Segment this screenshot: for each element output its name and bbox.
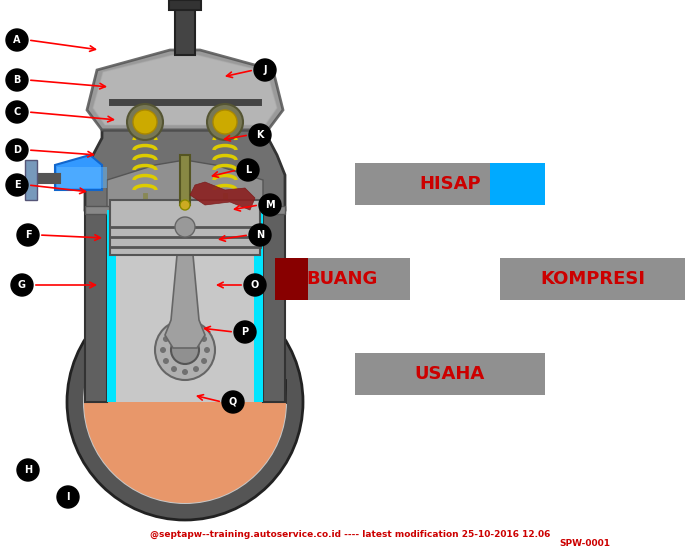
Polygon shape xyxy=(84,402,286,503)
Bar xyxy=(500,258,685,300)
Polygon shape xyxy=(87,50,283,130)
Polygon shape xyxy=(55,155,102,190)
Bar xyxy=(275,258,308,300)
Circle shape xyxy=(6,139,28,161)
Text: G: G xyxy=(18,280,26,290)
Circle shape xyxy=(193,328,199,334)
Text: USAHA: USAHA xyxy=(415,365,485,383)
Circle shape xyxy=(193,366,199,372)
Bar xyxy=(107,210,116,402)
Circle shape xyxy=(17,459,39,481)
Text: E: E xyxy=(14,180,20,190)
Circle shape xyxy=(6,101,28,123)
Circle shape xyxy=(133,110,157,134)
Polygon shape xyxy=(107,160,263,210)
Circle shape xyxy=(6,29,28,51)
Polygon shape xyxy=(93,55,277,125)
Text: HISAP: HISAP xyxy=(419,175,481,193)
Circle shape xyxy=(171,336,199,364)
Circle shape xyxy=(175,217,195,237)
Text: M: M xyxy=(265,200,275,210)
Circle shape xyxy=(6,174,28,196)
Polygon shape xyxy=(190,182,255,210)
Polygon shape xyxy=(57,167,107,188)
Circle shape xyxy=(163,336,169,342)
Polygon shape xyxy=(165,255,205,348)
Bar xyxy=(355,163,545,205)
Text: J: J xyxy=(263,65,267,75)
Bar xyxy=(175,5,195,55)
Bar xyxy=(180,155,190,205)
Text: A: A xyxy=(13,35,21,45)
Bar xyxy=(107,210,263,402)
Text: P: P xyxy=(241,327,248,337)
Bar xyxy=(25,160,37,200)
Text: @septapw--training.autoservice.co.id ---- latest modification 25-10-2016 12.06: @septapw--training.autoservice.co.id ---… xyxy=(150,530,550,538)
Circle shape xyxy=(163,358,169,364)
Bar xyxy=(169,0,201,10)
Bar xyxy=(263,210,285,402)
Circle shape xyxy=(201,336,207,342)
Bar xyxy=(85,380,285,402)
Circle shape xyxy=(259,194,281,216)
Text: O: O xyxy=(251,280,259,290)
Circle shape xyxy=(182,369,188,375)
Polygon shape xyxy=(85,380,285,402)
Text: KOMPRESI: KOMPRESI xyxy=(540,270,645,288)
Text: D: D xyxy=(13,145,21,155)
Bar xyxy=(355,353,545,395)
Circle shape xyxy=(127,104,163,140)
Bar xyxy=(254,210,263,402)
Circle shape xyxy=(204,347,210,353)
Circle shape xyxy=(249,224,271,246)
Circle shape xyxy=(67,284,303,520)
Circle shape xyxy=(249,124,271,146)
Circle shape xyxy=(180,200,190,210)
Circle shape xyxy=(237,159,259,181)
Circle shape xyxy=(182,325,188,331)
Circle shape xyxy=(11,274,33,296)
Circle shape xyxy=(244,274,266,296)
Polygon shape xyxy=(85,130,285,210)
Circle shape xyxy=(222,391,244,413)
Bar xyxy=(490,163,545,205)
Text: H: H xyxy=(24,465,32,475)
Circle shape xyxy=(254,59,276,81)
Text: SPW-0001: SPW-0001 xyxy=(559,540,610,548)
Circle shape xyxy=(155,320,215,380)
Circle shape xyxy=(171,366,177,372)
Circle shape xyxy=(6,69,28,91)
Circle shape xyxy=(234,321,256,343)
Circle shape xyxy=(57,486,79,508)
Text: L: L xyxy=(245,165,251,175)
Circle shape xyxy=(83,300,287,504)
Circle shape xyxy=(171,328,177,334)
Text: BUANG: BUANG xyxy=(307,270,378,288)
Circle shape xyxy=(207,104,243,140)
Text: Q: Q xyxy=(229,397,237,407)
Text: B: B xyxy=(13,75,21,85)
Bar xyxy=(275,258,410,300)
Text: I: I xyxy=(66,492,70,502)
Text: C: C xyxy=(13,107,20,117)
Bar xyxy=(85,206,285,214)
Circle shape xyxy=(17,224,39,246)
Circle shape xyxy=(143,308,227,392)
Text: K: K xyxy=(256,130,264,140)
Circle shape xyxy=(160,347,166,353)
Text: N: N xyxy=(256,230,264,240)
Bar xyxy=(85,210,107,402)
Circle shape xyxy=(213,110,237,134)
Circle shape xyxy=(201,358,207,364)
Bar xyxy=(110,200,260,255)
Text: F: F xyxy=(25,230,32,240)
